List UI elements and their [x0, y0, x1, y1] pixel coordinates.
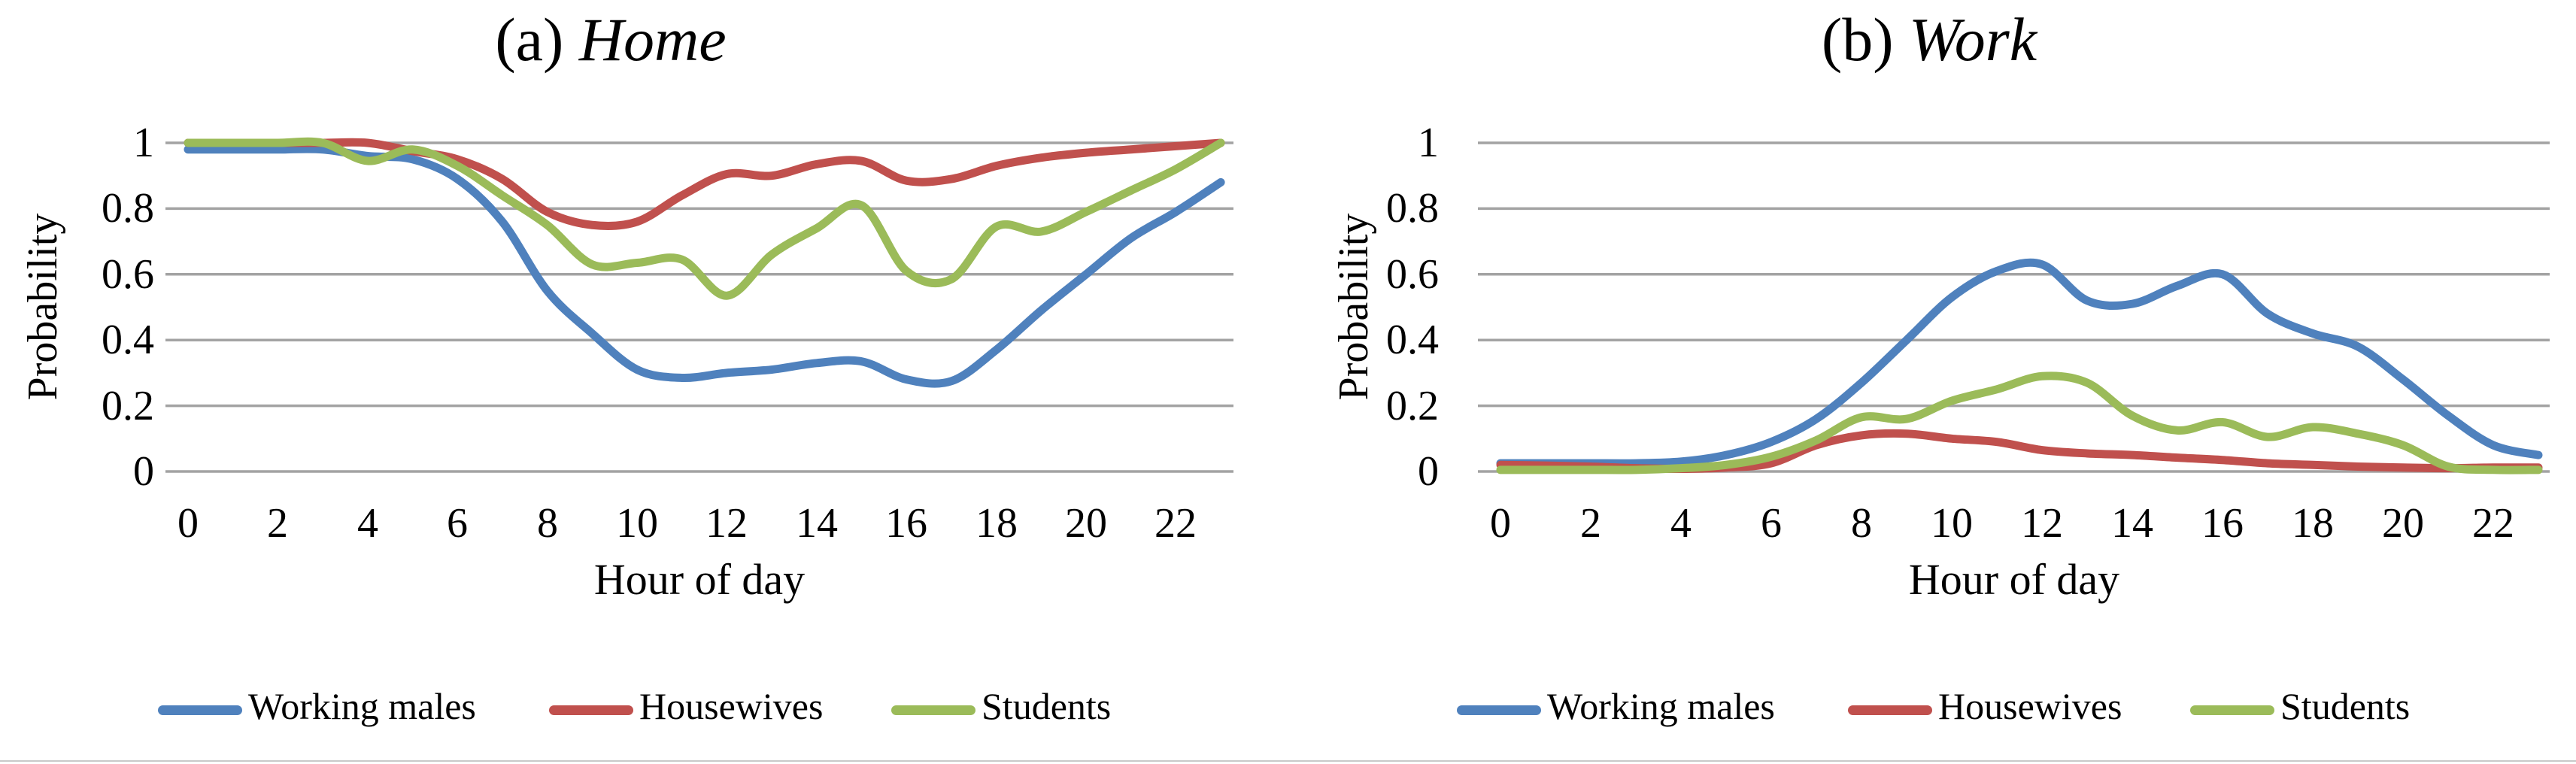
home-y-tick: 0 [133, 448, 154, 495]
work-legend-swatch-students [2190, 705, 2274, 715]
work-legend-label-students: Students [2280, 685, 2411, 727]
panel-work-title-name: Work [1909, 5, 2037, 74]
home-legend-swatch-working-males [158, 705, 242, 715]
work-legend-label-working-males: Working males [1547, 685, 1775, 727]
series-line-housewives [184, 138, 1225, 231]
work-chart-plot [1478, 141, 2550, 474]
home-x-tick: 14 [796, 500, 838, 547]
home-legend-swatch-students [891, 705, 975, 715]
home-x-tick: 16 [885, 500, 927, 547]
work-y-tick: 0 [1418, 448, 1439, 495]
home-chart-plot [165, 137, 1233, 473]
home-x-tick: 20 [1065, 500, 1107, 547]
work-x-tick: 0 [1490, 500, 1511, 547]
panel-work: (b) Work Probability 1 0.8 0.6 0.4 0.2 0… [1288, 0, 2575, 764]
series-line-students [184, 137, 1225, 300]
work-x-tick: 18 [2292, 500, 2334, 547]
panel-home-title-prefix: (a) [495, 5, 564, 74]
home-y-tick: 0.8 [102, 185, 154, 232]
home-x-tick: 4 [357, 500, 378, 547]
work-y-tick: 0.8 [1386, 185, 1439, 232]
home-legend-swatch-housewives [549, 705, 633, 715]
work-x-tick: 6 [1761, 500, 1782, 547]
work-x-tick: 8 [1851, 500, 1872, 547]
work-x-tick: 10 [1931, 500, 1973, 547]
work-y-axis-label: Probability [1330, 213, 1377, 401]
panel-work-title-prefix: (b) [1821, 5, 1894, 74]
home-legend-label-housewives: Housewives [639, 685, 824, 727]
series-line-working-males [1496, 258, 2543, 468]
home-x-tick: 2 [267, 500, 288, 547]
page-bottom-rule [0, 760, 2576, 762]
home-x-tick: 22 [1154, 500, 1197, 547]
home-y-axis-label: Probability [20, 213, 66, 401]
work-x-tick: 16 [2201, 500, 2244, 547]
work-x-tick: 2 [1580, 500, 1601, 547]
work-x-tick: 4 [1670, 500, 1692, 547]
home-legend-label-students: Students [982, 685, 1112, 727]
home-x-tick: 0 [177, 500, 199, 547]
work-legend-label-housewives: Housewives [1938, 685, 2122, 727]
home-x-tick: 8 [537, 500, 558, 547]
panel-home-title-name: Home [578, 5, 727, 74]
work-x-tick: 20 [2382, 500, 2424, 547]
home-x-tick: 10 [616, 500, 658, 547]
panel-home: (a) Home Probability 1 0.8 0.6 0.4 0.2 0… [20, 5, 1233, 727]
home-y-tick: 0.2 [102, 383, 154, 429]
home-legend-label-working-males: Working males [248, 685, 476, 727]
home-y-tick: 0.4 [102, 317, 154, 363]
home-x-tick: 6 [447, 500, 468, 547]
series-line-students [1496, 371, 2543, 474]
work-x-tick: 14 [2111, 500, 2153, 547]
work-y-tick: 0.2 [1386, 383, 1439, 429]
home-x-tick: 12 [705, 500, 748, 547]
work-x-axis-label: Hour of day [1908, 555, 2120, 604]
panel-work-title: (b) Work [1822, 5, 2037, 75]
home-y-tick: 0.6 [102, 251, 154, 298]
home-x-axis-label: Hour of day [593, 555, 806, 604]
panel-home-title: (a) Home [495, 5, 726, 75]
home-y-tick: 1 [133, 120, 154, 166]
work-y-tick: 0.4 [1386, 317, 1439, 363]
work-legend-swatch-housewives [1848, 705, 1932, 715]
home-x-tick: 18 [975, 500, 1018, 547]
work-x-tick: 22 [2472, 500, 2514, 547]
work-x-tick: 12 [2021, 500, 2063, 547]
work-y-tick: 0.6 [1386, 251, 1439, 298]
work-y-tick: 1 [1418, 120, 1439, 166]
series-line-working-males [184, 144, 1225, 388]
work-legend-swatch-working-males [1457, 705, 1541, 715]
